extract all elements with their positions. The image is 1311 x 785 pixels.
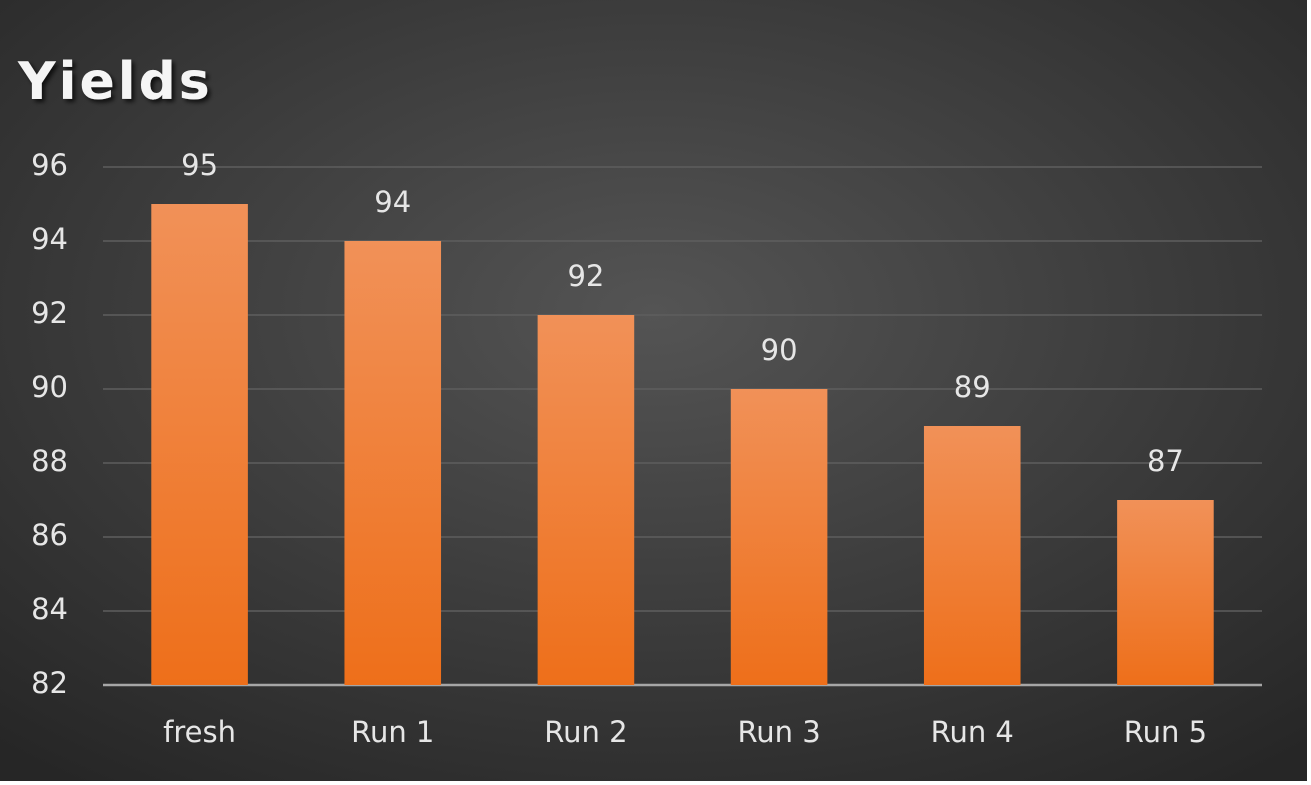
data-label: 94: [374, 185, 411, 219]
data-label: 87: [1147, 444, 1184, 478]
data-label: 89: [954, 370, 991, 404]
y-tick-label: 82: [31, 666, 68, 700]
x-tick-label: Run 3: [737, 715, 820, 749]
x-tick-label: Run 2: [544, 715, 627, 749]
y-tick-label: 94: [31, 222, 68, 256]
chart-title: Yields: [17, 52, 213, 112]
data-label: 92: [567, 259, 604, 293]
data-label: 90: [761, 333, 798, 367]
y-tick-label: 86: [31, 518, 68, 552]
data-label: 95: [181, 148, 218, 182]
y-tick-label: 96: [31, 148, 68, 182]
bar: [923, 426, 1021, 685]
x-tick-label: Run 4: [931, 715, 1014, 749]
x-tick-label: fresh: [163, 715, 236, 749]
y-tick-label: 92: [31, 296, 68, 330]
x-tick-label: Run 5: [1124, 715, 1207, 749]
bar: [151, 204, 248, 685]
bar: [537, 315, 635, 685]
x-tick-label: Run 1: [351, 715, 434, 749]
y-tick-label: 88: [31, 444, 68, 478]
bar: [730, 389, 828, 685]
bar: [344, 241, 442, 685]
bar: [1117, 500, 1214, 685]
y-tick-label: 90: [31, 370, 68, 404]
y-tick-label: 84: [31, 592, 68, 626]
